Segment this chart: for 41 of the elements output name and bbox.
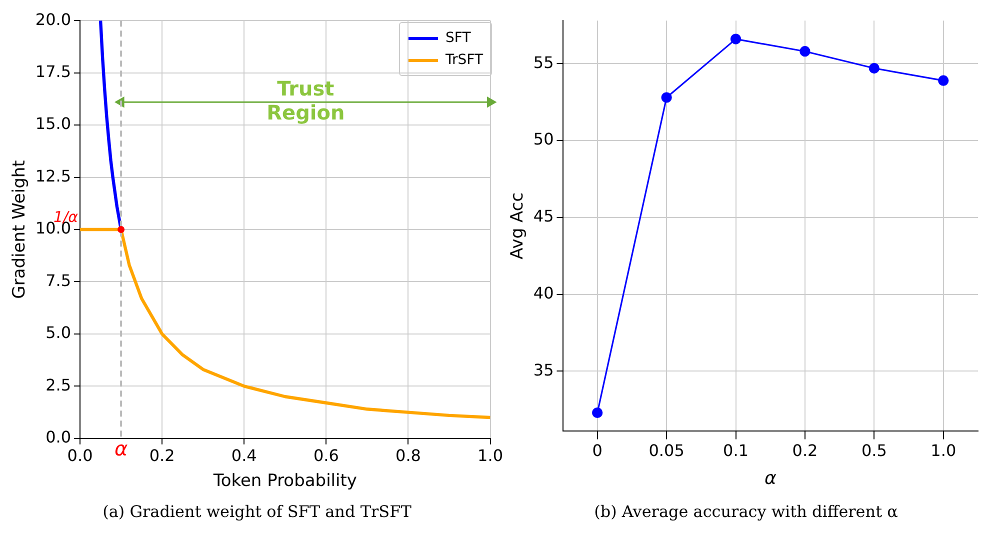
x-tick-label: 0.1 (723, 440, 749, 460)
x-tick-label: 0.8 (396, 446, 421, 466)
x-tick-label: 1.0 (930, 440, 956, 460)
y-tick-label: 55 (533, 52, 554, 72)
x-tick-label: 0.5 (861, 440, 887, 460)
y-tick-label: 2.5 (46, 375, 72, 394)
x-tick-label: 1.0 (478, 446, 504, 466)
y-axis-title: Gradient Weight (10, 160, 30, 299)
y-axis-title: Avg Acc (508, 192, 528, 260)
y-tick-label: 35 (533, 360, 554, 380)
ref-line-label: α (114, 436, 128, 461)
y-tick-label: 20.0 (35, 10, 72, 29)
y-tick-label: 50 (533, 130, 554, 149)
x-tick-label: 0.0 (67, 446, 93, 466)
x-axis-title: Token Probability (212, 471, 357, 492)
point (730, 34, 742, 44)
x-tick-label: 0.2 (149, 446, 175, 466)
point (592, 407, 603, 418)
point (868, 62, 880, 74)
x-axis-title: α (764, 468, 776, 489)
y-tick-label: 0.0 (46, 428, 72, 447)
y-tick-label: 45 (533, 206, 554, 226)
y-tick-label: 7.5 (46, 270, 72, 290)
x-tick-label: 0.6 (313, 446, 339, 466)
annotation: Trust Region (266, 76, 345, 124)
point (661, 92, 672, 103)
y-tick-label: 12.5 (35, 166, 72, 186)
y-tick-label: 5.0 (46, 323, 72, 342)
y-tick-label: 40 (533, 283, 554, 302)
text: (b) Average accuracy with different α (593, 502, 899, 521)
point (800, 46, 810, 57)
x-tick-label: 0.2 (792, 440, 818, 460)
y-tick-label: 17.5 (35, 62, 72, 81)
x-tick-label: 0.4 (231, 446, 257, 466)
legend-label: SFT (446, 29, 471, 48)
point (938, 75, 949, 86)
x-tick-label: 0.05 (648, 440, 684, 460)
x-tick-label: 0 (592, 440, 602, 460)
legend-label: TrSFT (446, 51, 483, 70)
y-tick-label: 15.0 (35, 114, 72, 134)
text: (a) Gradient weight of SFT and TrSFT (102, 502, 412, 521)
